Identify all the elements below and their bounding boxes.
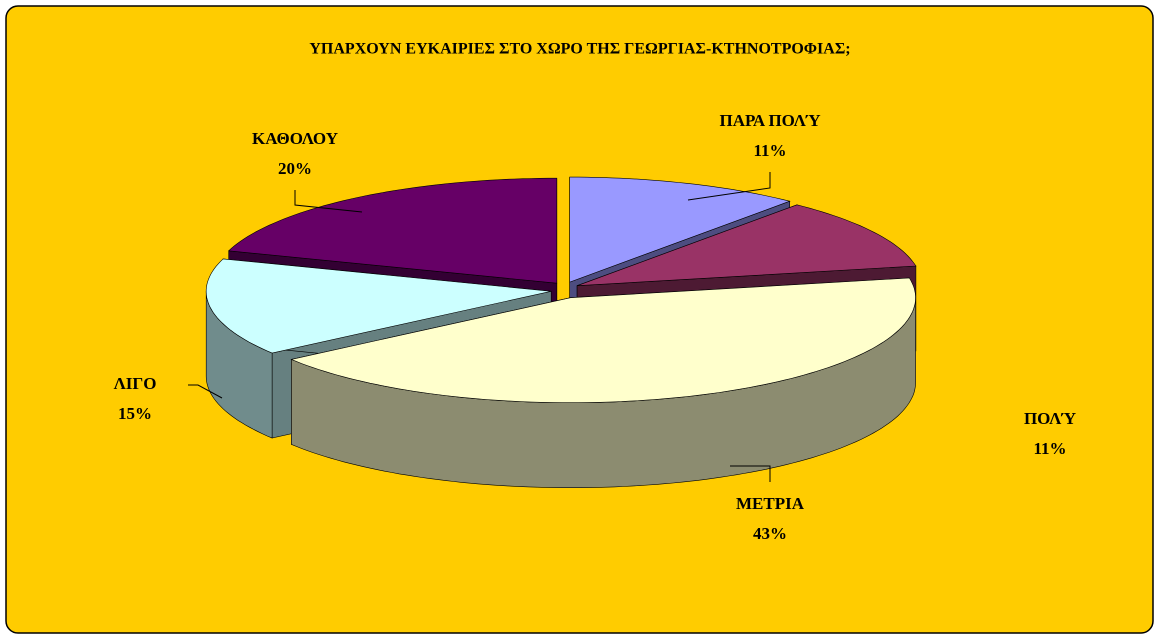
- data-label-category: ΠΑΡΑ ΠΟΛΎ: [719, 111, 820, 130]
- chart-title: ΥΠΑΡΧΟΥΝ ΕΥΚΑΙΡΙΕΣ ΣΤΟ ΧΩΡΟ ΤΗΣ ΓΕΩΡΓΙΑΣ…: [309, 41, 850, 58]
- slice-top: [205, 258, 552, 354]
- slice-top: [576, 204, 917, 286]
- leader-line: [730, 465, 771, 482]
- leader-line: [188, 384, 223, 399]
- leader-line: [294, 190, 363, 213]
- slice-top: [228, 177, 558, 284]
- data-label-category: ΜΕΤΡΙΑ: [736, 494, 805, 513]
- data-label-value: 11%: [753, 141, 786, 160]
- data-label-category: ΚΑΘΟΛΟΥ: [252, 129, 338, 148]
- data-label-value: 11%: [1033, 439, 1066, 458]
- data-label-value: 15%: [118, 404, 152, 423]
- data-label-value: 20%: [278, 159, 312, 178]
- data-label-category: ΠΟΛΎ: [1024, 409, 1076, 428]
- slice-top: [569, 176, 791, 283]
- pie-slice: [290, 277, 916, 488]
- data-label-value: 43%: [753, 524, 787, 543]
- leader-line: [687, 172, 771, 201]
- data-label-category: ΛΙΓΟ: [114, 374, 157, 393]
- slice-top: [290, 277, 916, 403]
